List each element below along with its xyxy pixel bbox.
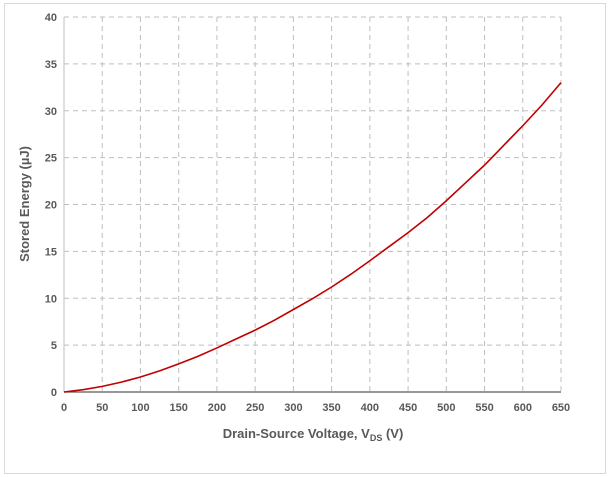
y-tick-label: 15	[45, 246, 57, 258]
y-tick-label: 5	[51, 340, 57, 352]
y-tick-label: 10	[45, 293, 57, 305]
grid-layer	[64, 16, 562, 392]
x-tick-label: 400	[361, 402, 379, 414]
x-tick-label: 650	[552, 402, 570, 414]
x-tick-label: 350	[322, 402, 340, 414]
x-tick-label: 0	[61, 402, 67, 414]
x-tick-label: 100	[131, 402, 149, 414]
x-tick-label: 450	[399, 402, 417, 414]
y-tick-label: 30	[45, 106, 57, 118]
y-axis-title: Stored Energy (µJ)	[17, 146, 32, 262]
x-tick-label: 500	[437, 402, 455, 414]
chart-frame	[4, 3, 606, 474]
x-tick-label: 200	[208, 402, 226, 414]
x-tick-label: 50	[96, 402, 108, 414]
x-tick-label: 150	[170, 402, 188, 414]
x-tick-labels: 0 50 100 150 200 250 300 350 400 450 500 550 600 650	[61, 402, 570, 414]
y-tick-label: 25	[45, 153, 57, 165]
x-axis-title-subscript: DS	[370, 433, 383, 443]
x-axis-title-main: Drain-Source Voltage, V	[223, 426, 370, 441]
y-tick-label: 0	[51, 387, 57, 399]
axis-layer	[63, 17, 561, 393]
y-tick-labels: 0 5 10 15 20 25 30 35 40	[45, 12, 57, 399]
y-tick-label: 40	[45, 12, 57, 24]
x-tick-label: 300	[284, 402, 302, 414]
x-tick-label: 250	[246, 402, 264, 414]
x-axis-title-unit: (V)	[382, 426, 403, 441]
y-tick-label: 35	[45, 59, 57, 71]
x-tick-label: 550	[475, 402, 493, 414]
stored-energy-line	[63, 82, 562, 393]
x-axis-title: Drain-Source Voltage, VDS (V)	[223, 426, 404, 443]
y-tick-label: 20	[45, 200, 57, 212]
x-tick-label: 600	[514, 402, 532, 414]
